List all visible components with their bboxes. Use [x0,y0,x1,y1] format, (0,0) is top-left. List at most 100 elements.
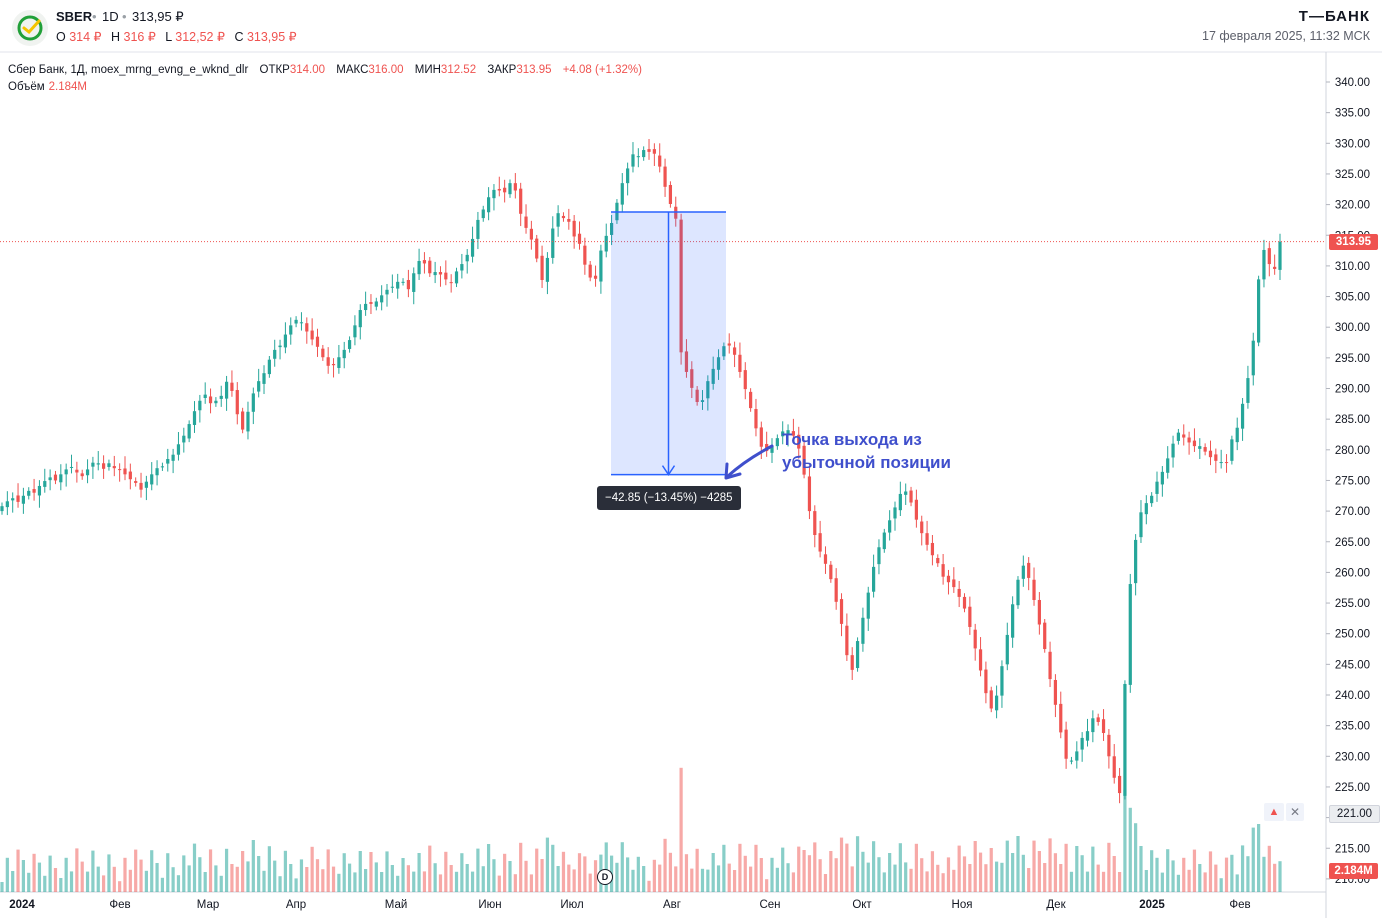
candle-body [513,183,517,191]
price-tick-label: 240.00 [1335,690,1370,702]
candle-body [1171,443,1175,458]
candle-body [1240,403,1245,429]
time-tick-label: Фев [109,899,130,911]
volume-bar [1123,789,1127,892]
candle-body [1139,512,1143,538]
volume-bar [155,863,159,892]
candle-body [690,369,694,388]
volume-bar [1198,864,1202,892]
volume-bar [299,859,304,892]
candle-body [1187,437,1191,443]
volume-bar [652,859,656,892]
candle-body [946,575,951,583]
volume-bar [1176,874,1181,892]
timeframe-label[interactable]: 1D [102,9,119,24]
volume-bar [572,869,576,892]
volume-bar [716,865,721,892]
volume-bar [631,869,635,892]
dividend-marker[interactable]: D [597,869,613,885]
candle-body [481,209,485,219]
candle-body [16,495,20,502]
volume-bar [294,878,298,892]
candle-body [123,468,127,475]
time-tick-label: Май [385,899,408,911]
candle-body [112,466,116,469]
candle-body [930,542,935,556]
candle-body [716,357,721,370]
candle-body [364,303,368,311]
low-value: 312,52 ₽ [175,30,225,44]
volume-bar [1117,872,1122,892]
volume-legend: Объём 2.184M [8,81,87,93]
volume-bar [994,861,999,892]
volume-bar [968,864,972,892]
candle-body [241,411,245,430]
volume-bar [567,864,571,892]
candle-body [492,189,496,199]
candle-body [994,695,999,711]
volume-bar [198,857,202,892]
volume-bar [176,875,181,892]
volume-bar [642,866,646,892]
annotation-arrow [726,444,774,478]
time-tick-label: Апр [286,899,306,911]
high-label: МАКС [336,64,369,76]
volume-bar [96,866,100,892]
candle-body [749,391,753,409]
candle-body [1117,775,1122,794]
volume-bar [1203,872,1207,892]
candle-body [1069,760,1074,762]
candle-body [1037,599,1041,625]
candle-body [936,557,940,564]
candle-body [1059,703,1063,733]
candle-body [1267,248,1271,265]
volume-bar [16,849,20,892]
volume-bar [1069,871,1074,892]
volume-bar [1075,846,1079,892]
volume-bar [128,869,132,892]
brand-logo: Т—БАНК [1298,8,1370,25]
alert-bell-icon[interactable]: ▲ [1264,803,1284,821]
volume-bar [711,853,715,892]
volume-bar [310,846,314,892]
close-icon[interactable]: ✕ [1286,803,1304,821]
candle-body [567,219,571,222]
candle-body [503,187,507,193]
annotation-line-2: убыточной позиции [782,453,951,472]
candle-body [754,409,758,429]
candle-body [203,394,207,399]
volume-bar [91,850,95,892]
candle-body [529,228,533,240]
volume-bar [1166,849,1170,892]
candle-body [134,481,138,483]
low-label: L [165,30,172,44]
volume-bar [829,851,833,892]
volume-bar [438,874,443,892]
ticker-symbol[interactable]: SBER [56,9,93,24]
volume-bar [1005,840,1009,892]
volume-bar [855,836,860,892]
low-label: МИН [414,64,441,76]
volume-bar [888,853,892,892]
candle-body [283,334,288,348]
volume-bar [251,840,255,892]
candle-body [155,468,159,476]
volume-bar [107,854,111,892]
candle-body [775,438,779,447]
candle-body [545,257,550,282]
candle-body [829,564,833,580]
candle-body [396,281,400,289]
price-tick-label: 325.00 [1335,169,1370,181]
annotation-arrow-head [724,462,742,480]
volume-bar [262,870,266,892]
candle-body [818,533,822,552]
volume-bar [412,871,416,892]
candle-body [369,302,373,304]
candle-body [198,400,202,411]
volume-bar [428,845,432,892]
volume-bar [930,851,935,892]
candle-body [101,463,106,469]
candle-body [486,197,491,213]
volume-bar [454,871,459,892]
